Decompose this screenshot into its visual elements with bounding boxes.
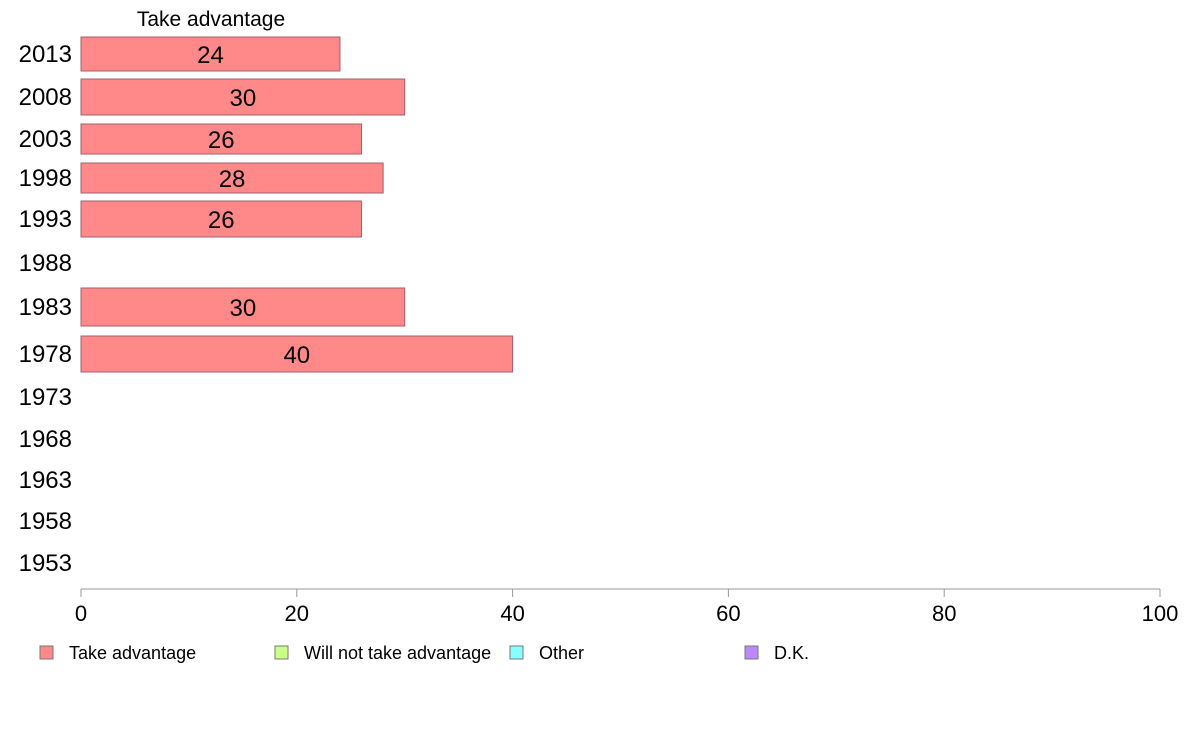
bar-value-label-1983: 30 (229, 295, 256, 322)
bar-2013 (80, 36, 341, 72)
legend-swatch-0 (39, 645, 54, 660)
bar-value-label-1978: 40 (283, 342, 310, 369)
year-label-2013: 2013 (19, 41, 72, 68)
x-tick-label-0: 0 (75, 601, 87, 626)
panel-title: Take advantage (137, 8, 285, 31)
x-tick-label-80: 80 (932, 601, 956, 626)
x-tick-label-40: 40 (500, 601, 524, 626)
legend-label-1: Will not take advantage (304, 643, 491, 663)
x-axis: 0 20 40 60 80 100 (75, 588, 1179, 626)
year-label-1988: 1988 (19, 250, 72, 277)
year-label-1968: 1968 (19, 426, 72, 453)
year-label-1963: 1963 (19, 467, 72, 494)
year-label-1998: 1998 (19, 165, 72, 192)
year-labels-group: 2013 2008 2003 1998 1993 1988 1983 1978 1973 1968… (19, 41, 72, 577)
bar-value-label-1993: 26 (208, 207, 235, 234)
bar-1978 (80, 335, 514, 373)
year-label-1953: 1953 (19, 550, 72, 577)
year-label-2008: 2008 (19, 84, 72, 111)
year-label-1983: 1983 (19, 294, 72, 321)
bar-value-label-2013: 24 (197, 42, 224, 69)
year-label-1958: 1958 (19, 508, 72, 535)
legend-label-3: D.K. (774, 643, 809, 663)
bar-2003 (80, 123, 363, 155)
year-label-2003: 2003 (19, 126, 72, 153)
year-label-1973: 1973 (19, 384, 72, 411)
x-tick-label-20: 20 (285, 601, 309, 626)
bar-value-label-2008: 30 (229, 85, 256, 112)
bar-1998 (80, 162, 384, 194)
bar-2008 (80, 78, 406, 116)
bar-1983 (80, 287, 406, 327)
legend-swatch-2 (509, 645, 524, 660)
legend-swatch-3 (744, 645, 759, 660)
bar-value-label-1998: 28 (219, 166, 246, 193)
legend-label-0: Take advantage (69, 643, 196, 663)
legend: Take advantage Will not take advantage Oth… (39, 643, 809, 663)
year-label-1978: 1978 (19, 341, 72, 368)
x-tick-label-60: 60 (716, 601, 740, 626)
x-tick-label-100: 100 (1142, 601, 1179, 626)
bar-1993 (80, 200, 363, 238)
year-label-1993: 1993 (19, 206, 72, 233)
legend-label-2: Other (539, 643, 584, 663)
bar-value-label-2003: 26 (208, 127, 235, 154)
legend-swatch-1 (274, 645, 289, 660)
